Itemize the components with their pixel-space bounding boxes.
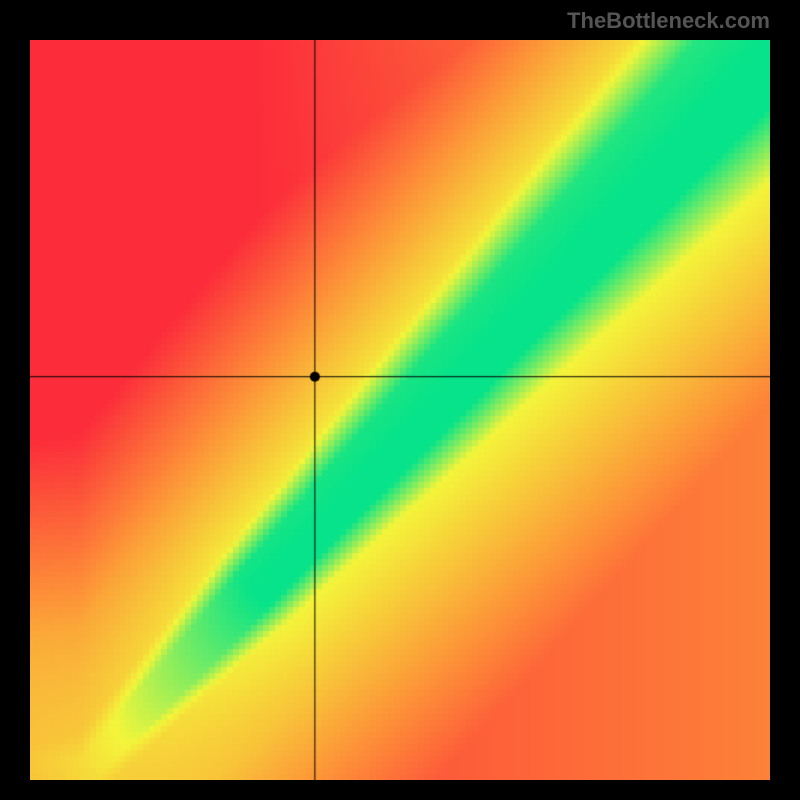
watermark-text: TheBottleneck.com xyxy=(567,8,770,34)
heatmap-plot xyxy=(30,40,770,780)
